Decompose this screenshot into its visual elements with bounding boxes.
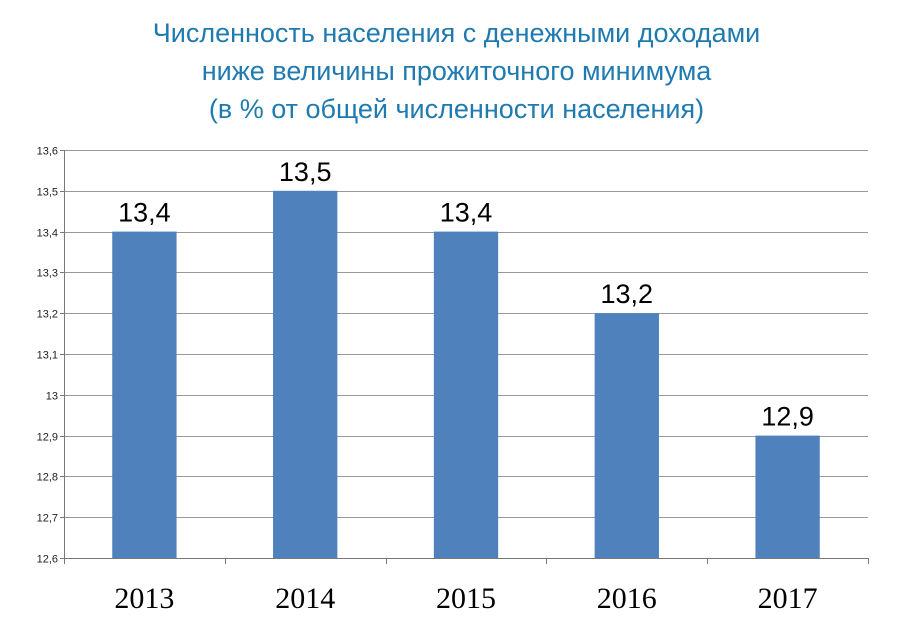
- bar-2015: [433, 231, 499, 558]
- y-tick-label: 12,9: [37, 432, 58, 444]
- y-tick-label: 13,6: [37, 146, 58, 158]
- bar-2014: [273, 190, 338, 559]
- x-tick-label-2015: 2015: [436, 582, 496, 615]
- y-tick-label: 12,7: [37, 513, 58, 525]
- x-tick-label-2014: 2014: [275, 582, 335, 615]
- data-label-2013: 13,4: [118, 198, 171, 228]
- x-tick-label-2013: 2013: [114, 582, 174, 615]
- data-label-2016: 13,2: [601, 279, 654, 309]
- chart-title-line-2: ниже величины прожиточного минимума: [201, 56, 712, 86]
- chart-title-line-3: (в % от общей численности населения): [208, 94, 705, 124]
- chart-title: Численность населения с денежными дохода…: [0, 14, 913, 128]
- y-tick-label: 12,8: [37, 472, 58, 484]
- y-tick-label: 13,3: [37, 268, 58, 280]
- y-tick-label: 13,5: [37, 187, 58, 199]
- x-tick-label-2017: 2017: [758, 582, 818, 615]
- chart-title-line-1: Численность населения с денежными дохода…: [152, 18, 761, 48]
- y-tick-label: 13,2: [37, 309, 58, 321]
- y-tick-label: 13,4: [37, 228, 58, 240]
- y-tick-label: 13: [46, 391, 58, 403]
- data-label-2015: 13,4: [440, 198, 493, 228]
- bars: [112, 190, 820, 559]
- y-tick-label: 12,6: [37, 554, 58, 566]
- x-tick-label-2016: 2016: [597, 582, 657, 615]
- data-label-2017: 12,9: [761, 402, 814, 432]
- y-tick-label: 13,1: [37, 350, 58, 362]
- bar-2016: [594, 313, 659, 558]
- bar-2013: [112, 231, 177, 558]
- axes: [60, 150, 869, 564]
- labels: 12,6 12,7 12,8 12,9 13 13,1 13,2 13,3 13,4 13,5 13…: [37, 146, 818, 616]
- bar-2017: [755, 435, 820, 558]
- data-label-2014: 13,5: [279, 157, 332, 187]
